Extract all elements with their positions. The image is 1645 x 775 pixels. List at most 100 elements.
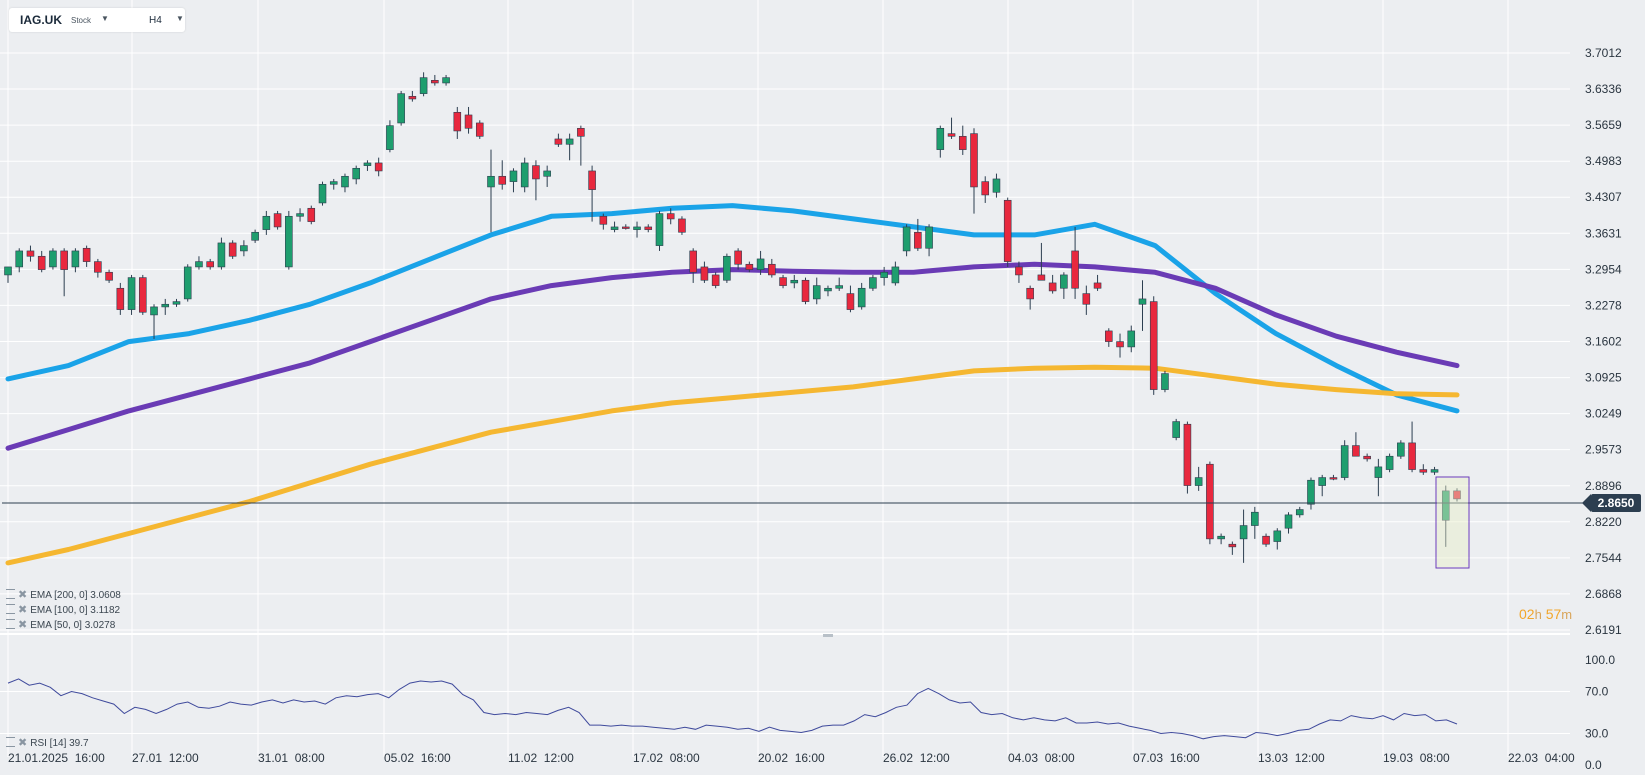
candle bbox=[82, 245, 91, 267]
candle-body bbox=[812, 285, 821, 300]
candle bbox=[992, 173, 1001, 198]
candle-body bbox=[1340, 445, 1349, 478]
candle bbox=[105, 269, 113, 283]
rsi-legend[interactable]: ✖ RSI [14] 39.7 bbox=[6, 736, 89, 749]
candle bbox=[520, 157, 529, 193]
candle-body bbox=[857, 287, 866, 308]
candle bbox=[116, 282, 125, 315]
candle bbox=[768, 258, 776, 278]
candle bbox=[644, 224, 653, 233]
remove-icon[interactable]: ✖ bbox=[18, 737, 28, 749]
candle bbox=[1060, 272, 1068, 299]
ema-50-legend[interactable]: ✖ EMA [50, 0] 3.0278 bbox=[6, 618, 115, 631]
price-tick-label: 2.7544 bbox=[1585, 551, 1622, 565]
candle bbox=[1318, 474, 1326, 497]
candle bbox=[217, 237, 226, 270]
time-axis[interactable]: 21.01.2025 16:00 27.01 12:00 31.01 08:00 05… bbox=[8, 751, 1575, 765]
price-tick-label: 2.6191 bbox=[1585, 623, 1622, 637]
candle bbox=[835, 277, 843, 291]
timeframe-dropdown-icon[interactable]: ▼ bbox=[176, 14, 184, 23]
candle-body bbox=[1138, 298, 1147, 305]
candle bbox=[610, 221, 619, 233]
candle-body bbox=[835, 285, 843, 289]
candle bbox=[958, 125, 967, 155]
candle-body bbox=[217, 242, 226, 268]
candle-body bbox=[139, 277, 147, 313]
candle bbox=[251, 229, 259, 243]
price-tick-label: 3.5659 bbox=[1585, 118, 1622, 132]
candle bbox=[1015, 261, 1023, 283]
settings-icon[interactable] bbox=[6, 737, 15, 747]
candle-body bbox=[318, 183, 327, 204]
candle-body bbox=[565, 138, 574, 145]
time-tick-label: 21.01.2025 16:00 bbox=[8, 751, 105, 765]
time-tick-label: 05.02 16:00 bbox=[384, 751, 451, 765]
price-tick-label: 2.8220 bbox=[1585, 515, 1622, 529]
candle bbox=[622, 224, 630, 230]
candle-body bbox=[1060, 274, 1068, 289]
candle bbox=[1352, 432, 1360, 457]
candle-body bbox=[801, 279, 810, 302]
price-tick-label: 3.6336 bbox=[1585, 82, 1622, 96]
candle bbox=[195, 256, 203, 270]
candle bbox=[1295, 506, 1304, 518]
candle bbox=[1340, 440, 1349, 481]
horizontal-gridlines bbox=[0, 52, 1570, 631]
candle-body bbox=[475, 122, 484, 137]
candle-body bbox=[116, 287, 125, 310]
countdown-minutes: 57 bbox=[1545, 606, 1562, 622]
candle-body bbox=[588, 170, 596, 190]
candle bbox=[801, 277, 810, 305]
candle bbox=[206, 258, 214, 270]
candle bbox=[1284, 512, 1293, 534]
candle bbox=[756, 250, 765, 275]
candle-body bbox=[947, 133, 956, 137]
candle bbox=[824, 285, 832, 297]
candle-body bbox=[183, 266, 192, 300]
ema-200-legend[interactable]: ✖ EMA [200, 0] 3.0608 bbox=[6, 588, 121, 601]
time-tick-label: 04.03 08:00 bbox=[1008, 751, 1075, 765]
candle-body bbox=[644, 226, 653, 230]
candle-body bbox=[633, 226, 641, 230]
remove-icon[interactable]: ✖ bbox=[18, 604, 28, 616]
remove-icon[interactable]: ✖ bbox=[18, 619, 28, 631]
timeframe-selector[interactable]: H4 bbox=[149, 15, 162, 26]
candle-body bbox=[397, 93, 405, 124]
candle-body bbox=[532, 165, 540, 180]
candle-body bbox=[554, 138, 563, 145]
symbol-dropdown-icon[interactable]: ▼ bbox=[101, 14, 109, 23]
settings-icon[interactable] bbox=[6, 604, 15, 614]
pane-separator-handle[interactable] bbox=[823, 634, 833, 637]
candle-body bbox=[296, 213, 304, 217]
candle bbox=[1183, 421, 1192, 494]
time-tick-label: 22.03 04:00 bbox=[1508, 751, 1575, 765]
ema-100-legend-label: EMA [100, 0] 3.1182 bbox=[30, 605, 121, 616]
remove-icon[interactable]: ✖ bbox=[18, 589, 28, 601]
settings-icon[interactable] bbox=[6, 619, 15, 629]
candle bbox=[1026, 285, 1034, 310]
price-axis[interactable]: 3.7012 3.6336 3.5659 3.4983 3.4307 3.3631 3.29… bbox=[1585, 46, 1622, 637]
candle-body bbox=[1374, 466, 1383, 478]
candle-body bbox=[498, 175, 507, 185]
candle-body bbox=[723, 255, 731, 281]
candle-body bbox=[1453, 490, 1461, 500]
ema-100-legend[interactable]: ✖ EMA [100, 0] 3.1182 bbox=[6, 603, 120, 616]
candle bbox=[408, 90, 417, 102]
time-tick-label: 07.03 16:00 bbox=[1133, 751, 1200, 765]
candle-body bbox=[150, 306, 158, 316]
candle bbox=[543, 165, 551, 187]
candle bbox=[150, 304, 158, 339]
candle-body bbox=[880, 271, 888, 278]
candle bbox=[779, 274, 787, 289]
candle-body bbox=[958, 135, 967, 150]
symbol-selector[interactable]: IAG.UK Stock ▼ H4 ▼ bbox=[9, 8, 185, 32]
candle-body bbox=[487, 175, 495, 188]
candle-body bbox=[1363, 455, 1371, 460]
candle-body bbox=[1419, 469, 1428, 473]
settings-icon[interactable] bbox=[6, 589, 15, 599]
candle bbox=[633, 221, 641, 238]
candle bbox=[228, 240, 237, 259]
candle bbox=[240, 240, 248, 257]
candle-body bbox=[431, 80, 439, 84]
